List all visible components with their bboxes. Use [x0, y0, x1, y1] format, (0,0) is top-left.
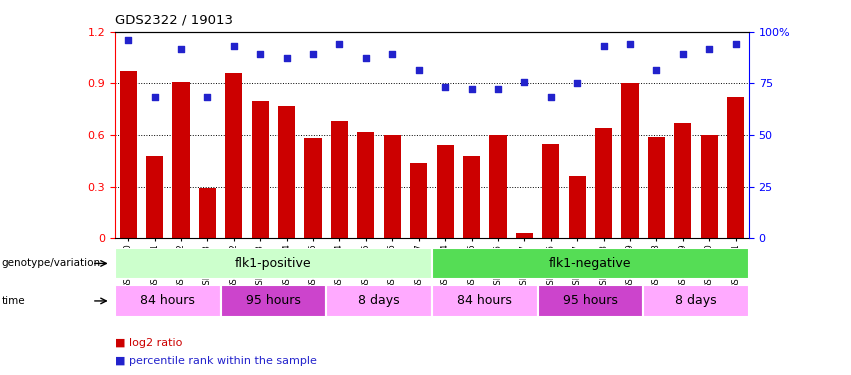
- Bar: [173, 82, 190, 238]
- Bar: [538, 285, 643, 317]
- Bar: [115, 248, 431, 279]
- Bar: [489, 135, 506, 238]
- Text: ■ log2 ratio: ■ log2 ratio: [115, 338, 182, 348]
- Text: 84 hours: 84 hours: [140, 294, 195, 307]
- Point: [333, 41, 346, 47]
- Bar: [305, 138, 322, 238]
- Bar: [542, 144, 559, 238]
- Text: 8 days: 8 days: [358, 294, 400, 307]
- Point: [517, 79, 531, 85]
- Bar: [437, 146, 454, 238]
- Bar: [431, 248, 749, 279]
- Text: 8 days: 8 days: [675, 294, 717, 307]
- Bar: [727, 97, 745, 238]
- Point: [280, 55, 294, 61]
- Point: [359, 55, 373, 61]
- Bar: [326, 285, 431, 317]
- Point: [174, 46, 188, 52]
- Point: [148, 94, 162, 100]
- Bar: [357, 132, 374, 238]
- Point: [728, 41, 742, 47]
- Text: time: time: [2, 296, 26, 306]
- Text: flk1-negative: flk1-negative: [549, 257, 631, 270]
- Point: [676, 51, 689, 57]
- Bar: [331, 121, 348, 238]
- Bar: [119, 71, 137, 238]
- Text: GDS2322 / 19013: GDS2322 / 19013: [115, 13, 233, 26]
- Text: genotype/variation: genotype/variation: [2, 258, 100, 268]
- Bar: [643, 285, 749, 317]
- Point: [570, 81, 584, 87]
- Bar: [146, 156, 163, 238]
- Bar: [674, 123, 691, 238]
- Bar: [648, 137, 665, 238]
- Text: 84 hours: 84 hours: [457, 294, 512, 307]
- Point: [227, 43, 241, 49]
- Bar: [226, 73, 243, 238]
- Bar: [595, 128, 612, 238]
- Point: [412, 67, 426, 73]
- Point: [623, 41, 637, 47]
- Bar: [463, 156, 480, 238]
- Bar: [568, 176, 585, 238]
- Point: [306, 51, 320, 57]
- Point: [597, 43, 610, 49]
- Bar: [431, 285, 538, 317]
- Point: [122, 38, 135, 44]
- Bar: [410, 162, 427, 238]
- Text: 95 hours: 95 hours: [246, 294, 300, 307]
- Bar: [516, 233, 533, 238]
- Point: [544, 94, 557, 100]
- Bar: [278, 106, 295, 238]
- Point: [649, 67, 663, 73]
- Point: [386, 51, 399, 57]
- Point: [438, 84, 452, 90]
- Text: ■ percentile rank within the sample: ■ percentile rank within the sample: [115, 356, 317, 366]
- Bar: [199, 188, 216, 238]
- Bar: [115, 285, 220, 317]
- Bar: [700, 135, 718, 238]
- Text: 95 hours: 95 hours: [563, 294, 618, 307]
- Bar: [384, 135, 401, 238]
- Bar: [621, 84, 638, 238]
- Point: [254, 51, 267, 57]
- Bar: [220, 285, 326, 317]
- Point: [702, 46, 716, 52]
- Bar: [252, 100, 269, 238]
- Text: flk1-positive: flk1-positive: [235, 257, 311, 270]
- Point: [491, 86, 505, 92]
- Point: [201, 94, 214, 100]
- Point: [465, 86, 478, 92]
